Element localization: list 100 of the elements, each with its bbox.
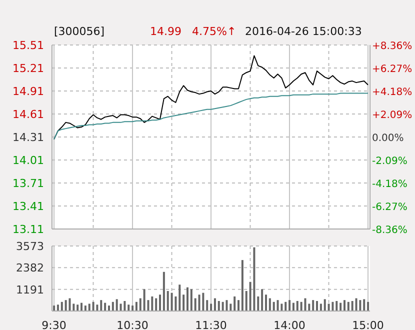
bar	[76, 304, 79, 311]
bar	[174, 296, 177, 311]
bar	[222, 302, 224, 311]
x-tick-label: 9:30	[42, 319, 66, 330]
bar	[92, 302, 94, 311]
x-tick-label: 10:30	[116, 319, 148, 330]
bar	[178, 284, 181, 311]
bar	[367, 302, 370, 311]
y2-tick-label: 0.00%	[372, 133, 404, 144]
bar	[336, 300, 338, 311]
bar	[116, 299, 118, 311]
y2-tick-label: -4.18%	[372, 179, 408, 190]
bar	[124, 300, 126, 311]
bar	[300, 302, 302, 311]
bar	[182, 294, 185, 311]
y-tick-label: 1191	[16, 283, 44, 296]
y-tick-label: 15.51	[12, 39, 44, 52]
text: 4.75%↑	[192, 25, 236, 38]
bar	[120, 304, 122, 311]
bar	[343, 300, 346, 311]
bar	[340, 302, 342, 311]
y-tick-label: 13.71	[12, 177, 44, 190]
y2-tick-label: +2.09%	[372, 110, 412, 121]
bar	[312, 300, 314, 311]
y-tick-label: 14.31	[12, 131, 44, 144]
bar	[186, 287, 188, 311]
bar	[230, 304, 232, 311]
bar	[190, 289, 192, 311]
x-tick-label: 11:30	[195, 319, 227, 330]
text: 2016-04-26 15:00:33	[245, 25, 362, 38]
bar	[132, 306, 134, 311]
bar	[100, 300, 102, 311]
bar	[80, 302, 83, 311]
bar	[226, 300, 228, 311]
bar	[320, 304, 322, 311]
bar	[143, 289, 146, 311]
bar	[72, 304, 75, 311]
bar	[272, 302, 275, 311]
bar	[218, 300, 220, 311]
bar	[276, 300, 279, 311]
bar	[128, 304, 130, 311]
bar	[253, 247, 256, 311]
y-tick-label: 15.21	[12, 62, 44, 75]
bar	[359, 300, 362, 311]
bar	[351, 300, 354, 311]
bar	[202, 292, 204, 311]
bar	[280, 304, 283, 311]
bar	[245, 290, 248, 311]
bar	[84, 306, 86, 311]
y-tick-label: 13.11	[12, 223, 44, 236]
bar	[68, 298, 71, 311]
y-tick-label: 2382	[16, 262, 44, 275]
bar	[238, 300, 240, 311]
bar	[53, 306, 56, 311]
y-tick-label: 14.61	[12, 108, 44, 121]
bar	[268, 298, 271, 311]
bar	[284, 302, 287, 311]
bar	[214, 298, 216, 311]
bar	[96, 304, 98, 311]
bar	[316, 300, 318, 311]
bar	[264, 294, 267, 311]
bar	[139, 298, 142, 311]
bar	[332, 302, 334, 311]
y-tick-label: 14.91	[12, 85, 44, 98]
bar	[194, 298, 196, 311]
x-tick-label: 14:00	[274, 319, 306, 330]
bar	[206, 300, 208, 311]
y2-tick-label: -2.09%	[372, 156, 408, 167]
bar	[292, 302, 294, 311]
x-tick-label: 15:00	[352, 319, 384, 330]
bar	[296, 300, 298, 311]
bar	[112, 302, 114, 311]
y2-tick-label: -8.36%	[372, 225, 408, 236]
bar	[308, 304, 310, 311]
bar	[210, 304, 212, 311]
bar	[159, 294, 162, 311]
y2-tick-label: +4.18%	[372, 87, 412, 98]
bar	[261, 289, 264, 311]
bar	[304, 298, 306, 311]
bar	[198, 294, 200, 311]
bar	[234, 296, 236, 311]
bar	[108, 306, 110, 311]
line-series	[54, 92, 368, 140]
bar	[355, 298, 358, 311]
y2-tick-label: +8.36%	[372, 41, 412, 52]
bar	[288, 300, 291, 311]
bar	[88, 304, 90, 311]
y2-tick-label: -6.27%	[372, 202, 408, 213]
y-tick-label: 14.01	[12, 154, 44, 167]
y-tick-label: 13.41	[12, 200, 44, 213]
bar	[60, 302, 63, 311]
bar	[324, 299, 326, 311]
bar	[363, 299, 366, 311]
bar	[166, 290, 169, 311]
y2-tick-label: +6.27%	[372, 64, 412, 75]
bar	[328, 304, 330, 311]
bar	[170, 292, 173, 311]
bar	[257, 296, 260, 311]
bar	[151, 296, 154, 311]
bar	[135, 302, 138, 311]
